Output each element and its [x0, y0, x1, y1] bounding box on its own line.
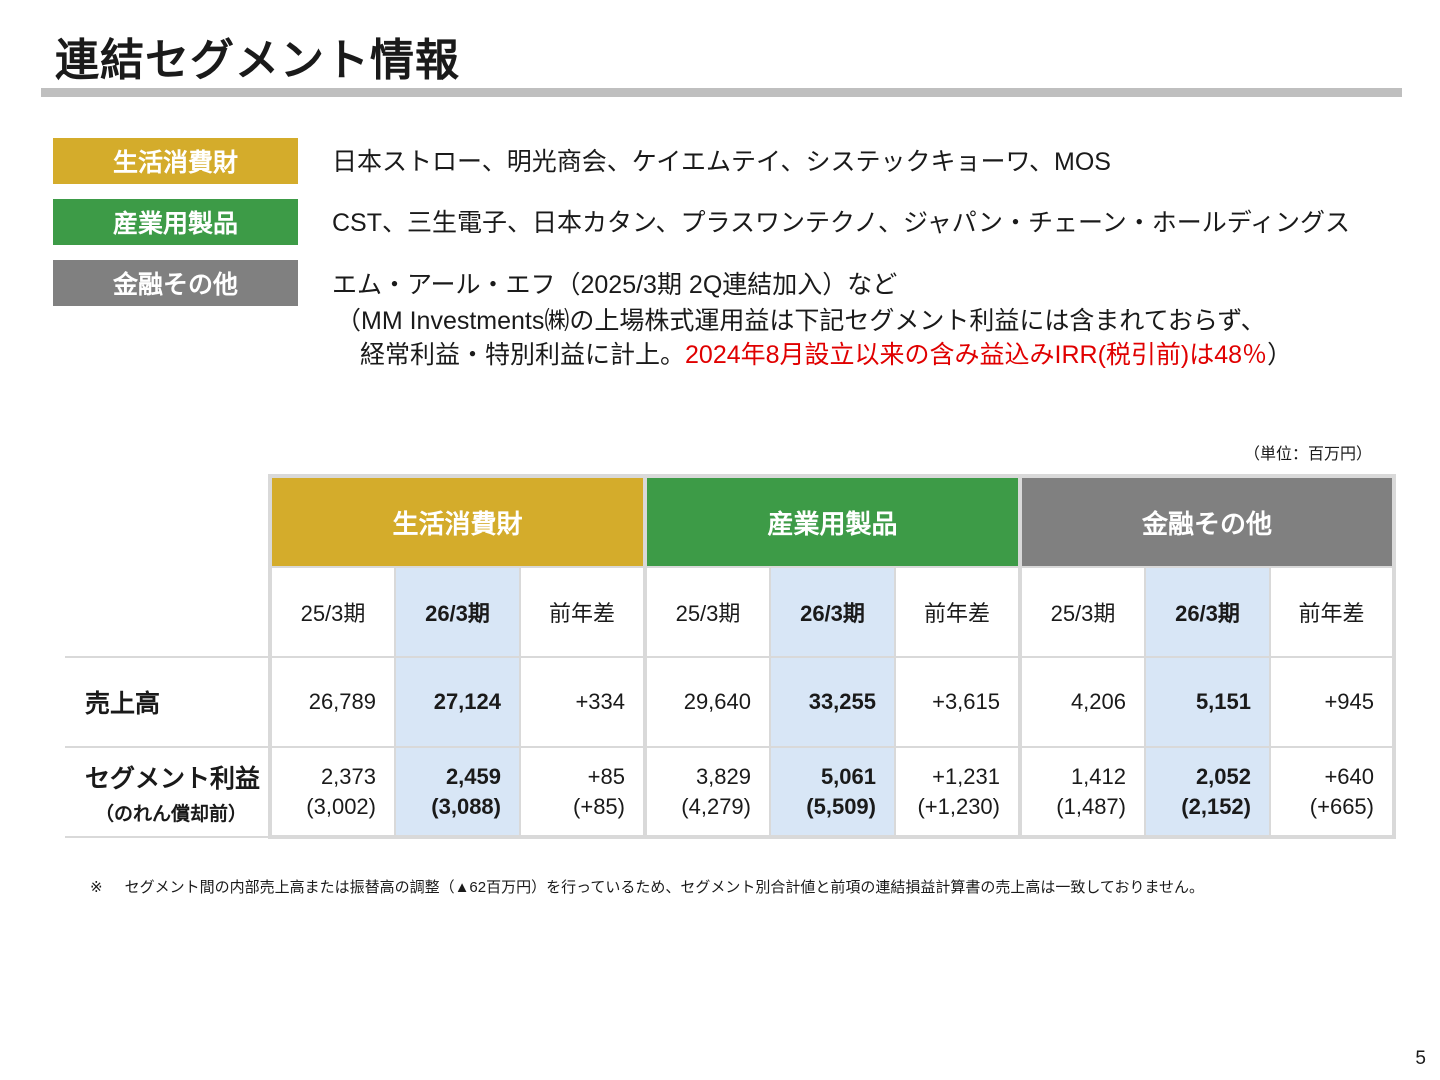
table-cell: +1,231 (+1,230): [894, 746, 1022, 839]
segment-label-finance: 金融その他: [53, 260, 298, 306]
table-cell-subvalue: (3,002): [306, 793, 376, 819]
segment-note-close: ）: [1267, 341, 1293, 369]
row-label-profit: セグメント利益 （のれん償却前）: [65, 747, 270, 838]
table-cell-value: +1,231: [932, 763, 1000, 789]
table-cell: 2,373 (3,002): [268, 746, 396, 839]
irr-highlight-text: 2024年8月設立以来の含み益込みIRR(税引前)は48％: [685, 341, 1268, 369]
period-header: 前年差: [519, 566, 647, 658]
table-cell: +3,615: [894, 656, 1022, 748]
period-header: 26/3期: [1144, 566, 1271, 658]
segment-companies-finance: エム・アール・エフ（2025/3期 2Q連結加入）など: [332, 271, 898, 299]
row-label-profit-main: セグメント利益: [85, 764, 261, 793]
table-cell: 2,052 (2,152): [1144, 746, 1271, 839]
table-cell-subvalue: (+1,230): [917, 793, 1000, 819]
table-cell-subvalue: (+665): [1309, 793, 1374, 819]
footnote-text: セグメント間の内部売上高または振替高の調整（▲62百万円）を行っているため、セグ…: [124, 879, 1205, 896]
period-header: 26/3期: [769, 566, 896, 658]
page-number: 5: [1415, 1048, 1426, 1069]
table-cell: +945: [1269, 656, 1396, 748]
period-header: 25/3期: [268, 566, 396, 658]
period-header: 26/3期: [394, 566, 521, 658]
segment-companies-industrial: CST、三生電子、日本カタン、プラスワンテクノ、ジャパン・チェーン・ホールディン…: [332, 209, 1351, 237]
table-cell-subvalue: (3,088): [431, 793, 501, 819]
unit-label: （単位：百万円）: [1243, 446, 1372, 463]
row-label-profit-sub: （のれん償却前）: [95, 803, 248, 825]
table-cell: +85 (+85): [519, 746, 647, 839]
title-underline: [41, 88, 1402, 97]
table-corner: [65, 476, 270, 567]
table-cell: 33,255: [769, 656, 896, 748]
segment-label-consumer: 生活消費財: [53, 138, 298, 184]
table-cell: +334: [519, 656, 647, 748]
table-cell: 5,151: [1144, 656, 1271, 748]
table-cell-value: +640: [1324, 763, 1374, 789]
segment-table: 生活消費財 産業用製品 金融その他 25/3期 26/3期 前年差 25/3期 …: [65, 474, 1396, 839]
table-row-sales: 売上高 26,789 27,124 +334 29,640 33,255 +3,…: [65, 656, 1396, 748]
table-row-profit: セグメント利益 （のれん償却前） 2,373 (3,002) 2,459 (3,08…: [65, 746, 1396, 839]
table-cell-value: 2,373: [320, 763, 376, 789]
table-corner-2: [65, 567, 270, 657]
period-header: 25/3期: [1018, 566, 1146, 658]
table-cell-subvalue: (+85): [573, 793, 625, 819]
segment-companies-consumer: 日本ストロー、明光商会、ケイエムテイ、システックキョーワ、MOS: [332, 148, 1111, 176]
table-cell-value: 2,052: [1195, 763, 1251, 789]
table-cell-value: +85: [587, 763, 625, 789]
period-header: 前年差: [1269, 566, 1396, 658]
table-cell: 29,640: [643, 656, 771, 748]
table-cell: 5,061 (5,509): [769, 746, 896, 839]
table-cell-value: 1,412: [1070, 763, 1126, 789]
table-cell: 2,459 (3,088): [394, 746, 521, 839]
table-cell-value: 5,061: [820, 763, 876, 789]
footnote: ※ セグメント間の内部売上高または振替高の調整（▲62百万円）を行っているため、セ…: [90, 876, 1204, 897]
page-title: 連結セグメント情報: [55, 36, 460, 85]
segment-label-industrial: 産業用製品: [53, 199, 298, 245]
table-cell: 3,829 (4,279): [643, 746, 771, 839]
segment-note-line1: （MM Investments㈱の上場株式運用益は下記セグメント利益には含まれて…: [336, 307, 1266, 335]
table-cell-value: 3,829: [695, 763, 751, 789]
table-cell-subvalue: (2,152): [1181, 793, 1251, 819]
table-cell-value: 2,459: [445, 763, 501, 789]
table-header-consumer: 生活消費財: [268, 474, 647, 567]
table-cell-subvalue: (1,487): [1056, 793, 1126, 819]
row-label-sales: 売上高: [65, 656, 270, 748]
segment-note-plain: 経常利益・特別利益に計上。: [360, 341, 686, 369]
period-header: 25/3期: [643, 566, 771, 658]
table-header-industrial: 産業用製品: [643, 474, 1022, 567]
table-cell: 1,412 (1,487): [1018, 746, 1146, 839]
segment-note-line2: 経常利益・特別利益に計上。2024年8月設立以来の含み益込みIRR(税引前)は4…: [360, 338, 1292, 372]
table-cell: 4,206: [1018, 656, 1146, 748]
table-cell: 26,789: [268, 656, 396, 748]
footnote-mark: ※: [90, 879, 103, 896]
table-cell: 27,124: [394, 656, 521, 748]
table-header-finance: 金融その他: [1018, 474, 1396, 567]
table-cell-subvalue: (4,279): [681, 793, 751, 819]
table-cell: +640 (+665): [1269, 746, 1396, 839]
period-header: 前年差: [894, 566, 1022, 658]
table-cell-subvalue: (5,509): [806, 793, 876, 819]
